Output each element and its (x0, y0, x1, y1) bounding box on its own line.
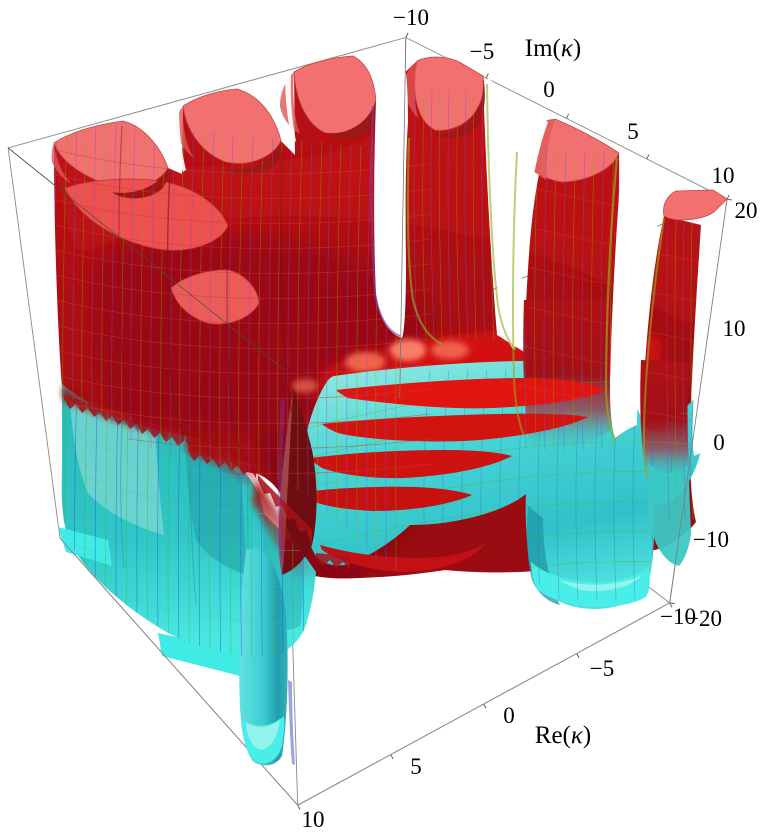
svg-text:Im(κ): Im(κ) (525, 35, 581, 62)
svg-text:−10: −10 (660, 604, 696, 629)
svg-text:−5: −5 (470, 39, 494, 64)
svg-text:0: 0 (543, 77, 555, 102)
svg-text:−10: −10 (393, 5, 429, 30)
svg-text:5: 5 (410, 754, 422, 779)
svg-text:−10: −10 (693, 527, 729, 552)
svg-text:Re(κ): Re(κ) (535, 722, 591, 749)
svg-text:0: 0 (503, 703, 515, 728)
svg-text:0: 0 (713, 430, 725, 455)
svg-text:−5: −5 (590, 656, 614, 681)
svg-text:−20: −20 (686, 606, 722, 631)
svg-text:10: 10 (302, 807, 325, 832)
svg-text:10: 10 (712, 163, 735, 188)
svg-text:10: 10 (723, 316, 746, 341)
svg-text:20: 20 (735, 198, 758, 223)
svg-text:5: 5 (627, 119, 639, 144)
